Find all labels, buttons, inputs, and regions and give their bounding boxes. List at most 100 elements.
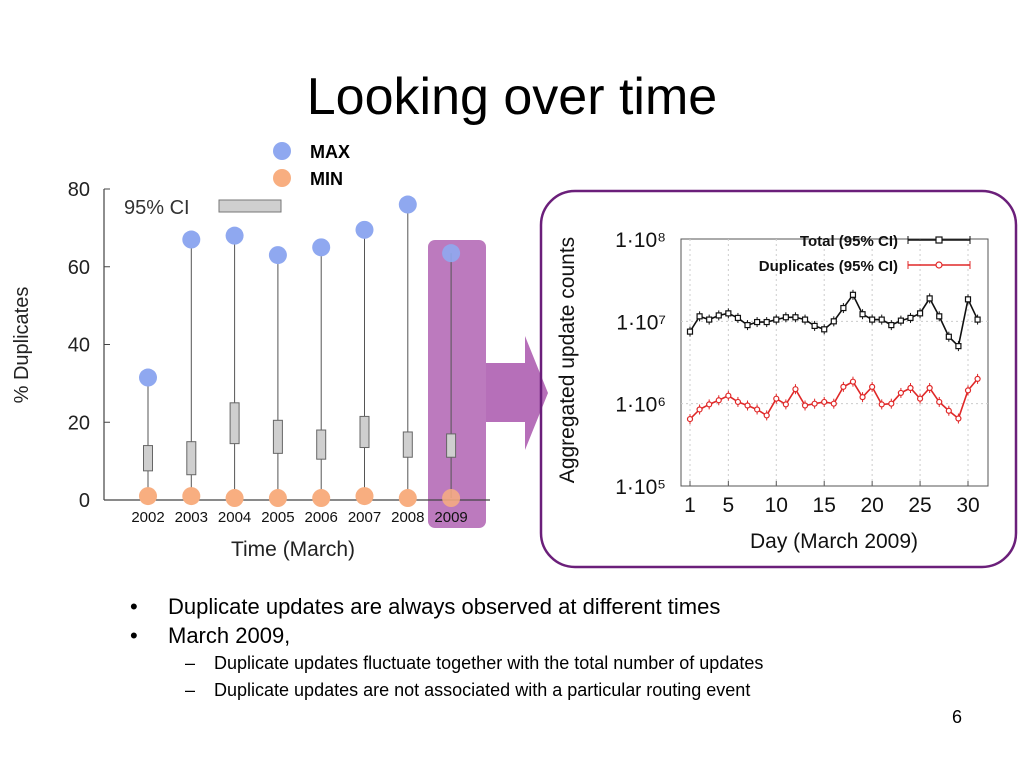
plot-frame bbox=[680, 238, 989, 487]
data-point bbox=[686, 328, 694, 335]
x-tick-label: 2004 bbox=[218, 509, 251, 526]
data-point bbox=[754, 318, 761, 326]
data-point bbox=[715, 312, 722, 319]
min-point bbox=[268, 489, 287, 508]
data-point bbox=[696, 406, 703, 413]
data-point bbox=[897, 389, 904, 397]
data-point bbox=[811, 322, 818, 330]
bullet-text: Duplicate updates are always observed at… bbox=[168, 594, 721, 619]
x-axis-label: Time (March) bbox=[231, 538, 355, 561]
data-point bbox=[955, 415, 962, 422]
y-tick-label: 60 bbox=[68, 257, 90, 279]
min-point bbox=[312, 489, 331, 508]
y-tick-label: 1·10⁷ bbox=[616, 311, 666, 334]
bullet-dot-icon: • bbox=[130, 623, 138, 648]
data-point bbox=[964, 296, 972, 303]
data-point bbox=[773, 395, 780, 402]
data-point bbox=[926, 384, 933, 392]
data-point bbox=[754, 406, 761, 413]
y-tick-label: 1·10⁸ bbox=[615, 229, 666, 252]
data-point bbox=[734, 314, 742, 322]
dash-icon: – bbox=[185, 680, 196, 700]
arrow-icon bbox=[486, 336, 548, 450]
data-point bbox=[849, 291, 857, 298]
data-point bbox=[888, 322, 895, 329]
legend-marker bbox=[935, 261, 943, 269]
max-point bbox=[139, 368, 157, 387]
data-point bbox=[974, 316, 981, 323]
y-tick-label: 20 bbox=[68, 412, 90, 434]
ci-box bbox=[446, 433, 457, 458]
data-point bbox=[696, 313, 703, 320]
data-point bbox=[936, 313, 943, 320]
bullet-list: • Duplicate updates are always observed a… bbox=[130, 592, 990, 704]
ci-legend-label: 95% CI bbox=[124, 197, 190, 219]
max-point bbox=[398, 195, 417, 214]
data-point bbox=[830, 400, 837, 407]
x-tick-label: 2003 bbox=[175, 509, 208, 526]
data-point bbox=[801, 402, 809, 409]
ci-box bbox=[229, 402, 240, 445]
max-point bbox=[268, 246, 287, 265]
min-point bbox=[355, 487, 374, 506]
y-tick-label: 40 bbox=[68, 335, 90, 357]
data-point bbox=[686, 415, 694, 423]
data-point bbox=[878, 401, 885, 408]
x-tick-label: 2007 bbox=[348, 509, 381, 526]
max-point bbox=[182, 230, 201, 249]
data-point bbox=[744, 402, 751, 409]
bullet-item: • March 2009, bbox=[130, 621, 990, 650]
data-point bbox=[916, 310, 924, 317]
data-point bbox=[897, 317, 904, 324]
x-tick-label: 2002 bbox=[131, 509, 164, 526]
left-box-chart: 0 20 40 60 80 % Duplicates Time (March) 95% CI 2… bbox=[11, 179, 490, 561]
data-point bbox=[974, 375, 981, 382]
max-point bbox=[312, 238, 331, 257]
data-point bbox=[763, 412, 770, 419]
data-point bbox=[955, 343, 962, 350]
data-point bbox=[869, 383, 876, 390]
data-point bbox=[706, 401, 713, 408]
max-dot-icon bbox=[273, 142, 291, 160]
slide-title: Looking over time bbox=[306, 68, 718, 126]
legend-min-label: MIN bbox=[310, 169, 343, 189]
data-point bbox=[878, 316, 885, 323]
data-point bbox=[706, 316, 713, 323]
bullet-item: • Duplicate updates are always observed a… bbox=[130, 592, 990, 621]
x-tick-label: 5 bbox=[723, 494, 735, 517]
x-tick-label: 2005 bbox=[261, 509, 294, 526]
data-point bbox=[821, 326, 828, 333]
data-point bbox=[725, 310, 732, 317]
ci-box bbox=[272, 419, 283, 454]
data-point bbox=[936, 398, 943, 406]
data-point bbox=[725, 392, 732, 399]
bullet-text: March 2009, bbox=[168, 623, 291, 648]
y-tick-label: 1·10⁶ bbox=[615, 394, 666, 417]
data-point bbox=[821, 398, 828, 406]
ci-box bbox=[359, 415, 370, 449]
sub-bullet-text: Duplicate updates are not associated wit… bbox=[214, 680, 751, 700]
data-point bbox=[792, 386, 799, 393]
data-point bbox=[859, 394, 866, 401]
y-tick-label: 1·10⁵ bbox=[615, 476, 666, 499]
data-point bbox=[849, 378, 857, 385]
legend-max-label: MAX bbox=[310, 142, 350, 162]
data-point bbox=[744, 322, 751, 329]
max-point bbox=[442, 244, 461, 263]
x-tick-label: 15 bbox=[813, 494, 836, 517]
y-tick-label: 80 bbox=[68, 179, 90, 201]
min-point bbox=[139, 487, 157, 506]
data-point bbox=[782, 314, 789, 321]
min-point bbox=[225, 489, 244, 508]
y-axis-label: % Duplicates bbox=[11, 287, 33, 404]
data-point bbox=[907, 314, 914, 322]
ci-legend-swatch bbox=[218, 199, 282, 213]
y-tick-label: 0 bbox=[79, 490, 90, 512]
arrow-shape bbox=[486, 336, 548, 450]
highlight-box bbox=[428, 240, 486, 528]
legend-marker bbox=[935, 236, 943, 244]
data-point bbox=[888, 400, 895, 407]
data-point bbox=[945, 333, 952, 340]
data-point bbox=[945, 407, 952, 414]
